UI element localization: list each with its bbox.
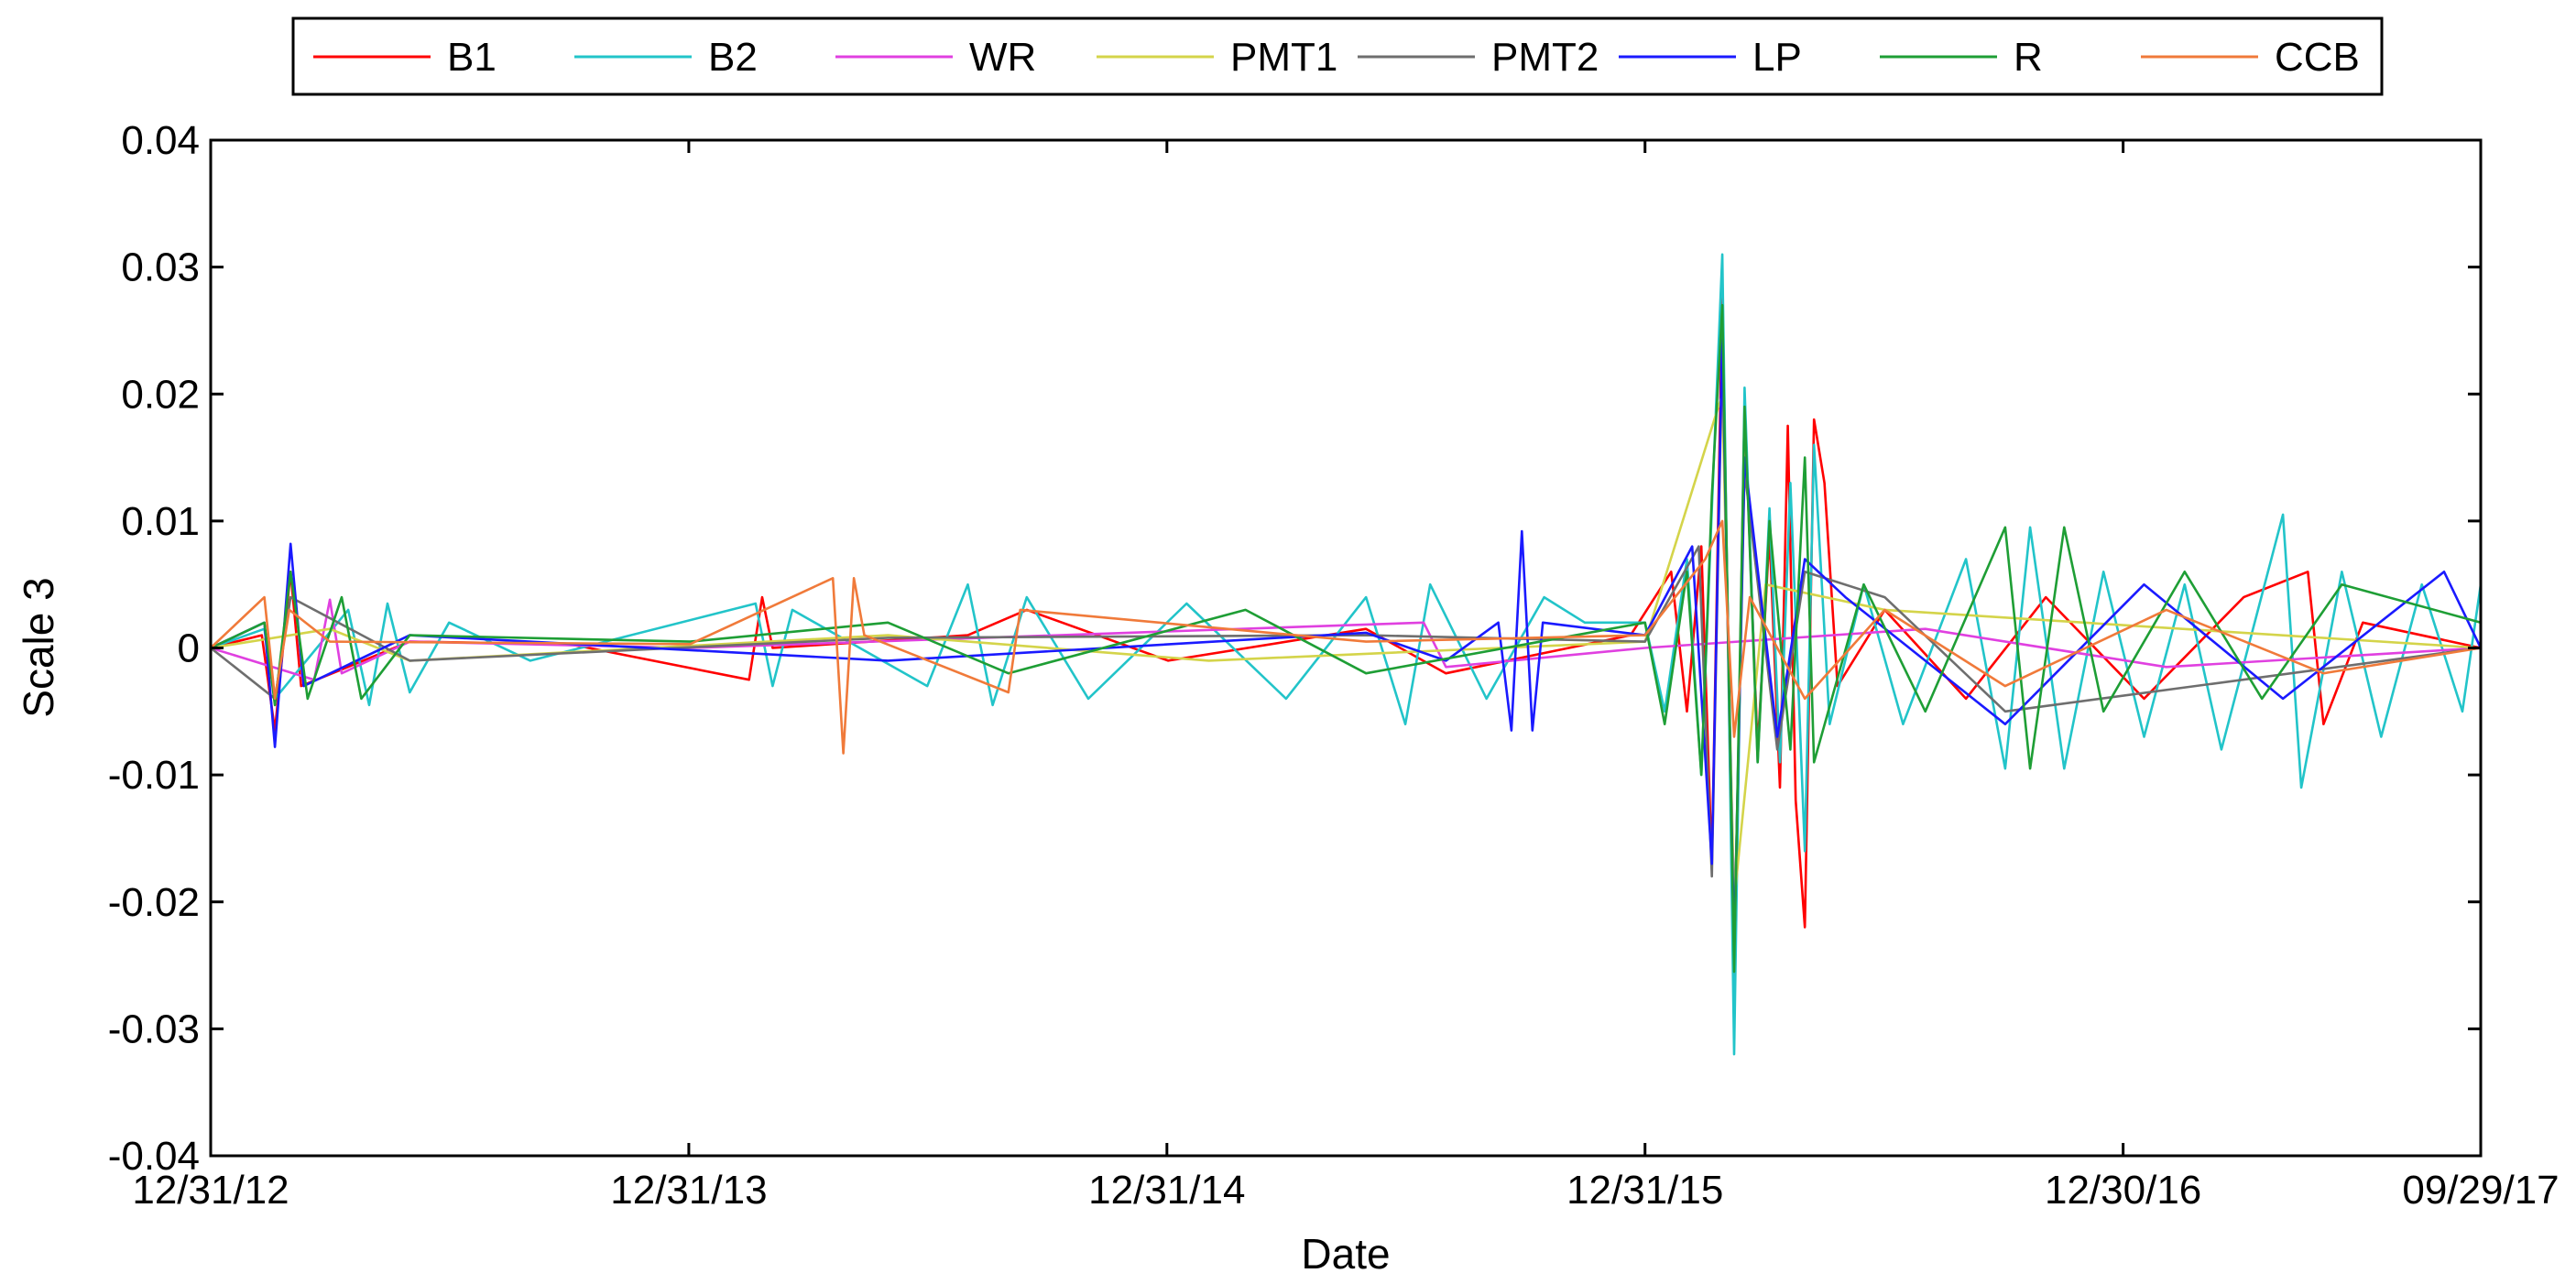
y-tick-label: 0.02 (121, 372, 200, 417)
y-tick-label: -0.03 (108, 1007, 200, 1051)
y-tick-label: -0.02 (108, 880, 200, 925)
x-tick-label: 12/30/16 (2045, 1168, 2201, 1213)
x-axis-label: Date (1301, 1230, 1390, 1278)
y-axis-label: Scale 3 (15, 577, 62, 717)
legend-label-b2: B2 (708, 35, 758, 80)
series-line-lp (210, 329, 2483, 954)
legend: B1 B2 WR PMT1 PMT2 LP R CCB (291, 16, 2384, 96)
y-tick-label: -0.04 (108, 1134, 200, 1179)
y-tick-label: 0.04 (121, 118, 200, 163)
series-layer (210, 253, 2483, 1056)
y-tick-label: 0.03 (121, 245, 200, 290)
x-tick-label: 12/31/13 (610, 1168, 767, 1213)
series-line-pmt2 (210, 342, 2482, 954)
x-tick-label: 12/31/15 (1566, 1168, 1723, 1213)
axes-layer: -0.04 -0.03 -0.02 -0.01 0 0.01 0.02 0.03 0.04 12/… (108, 118, 2560, 1213)
y-tick-label: -0.01 (108, 753, 200, 798)
series-line-ccb (210, 519, 2482, 755)
x-tick-label: 09/29/17 (2402, 1168, 2559, 1213)
legend-label-pmt2: PMT2 (1491, 35, 1599, 80)
legend-label-ccb: CCB (2275, 35, 2360, 80)
legend-label-b1: B1 (447, 35, 497, 80)
legend-label-r: R (2014, 35, 2043, 80)
legend-label-pmt1: PMT1 (1230, 35, 1337, 80)
x-tick-label: 12/31/14 (1088, 1168, 1245, 1213)
legend-label-lp: LP (1752, 35, 1802, 80)
y-tick-label: 0.01 (121, 499, 200, 544)
series-line-r (210, 303, 2482, 974)
x-tick-label: 12/31/12 (132, 1168, 289, 1213)
legend-label-wr: WR (969, 35, 1036, 80)
series-line-wr (210, 598, 2482, 681)
y-tick-label: 0 (178, 626, 200, 671)
